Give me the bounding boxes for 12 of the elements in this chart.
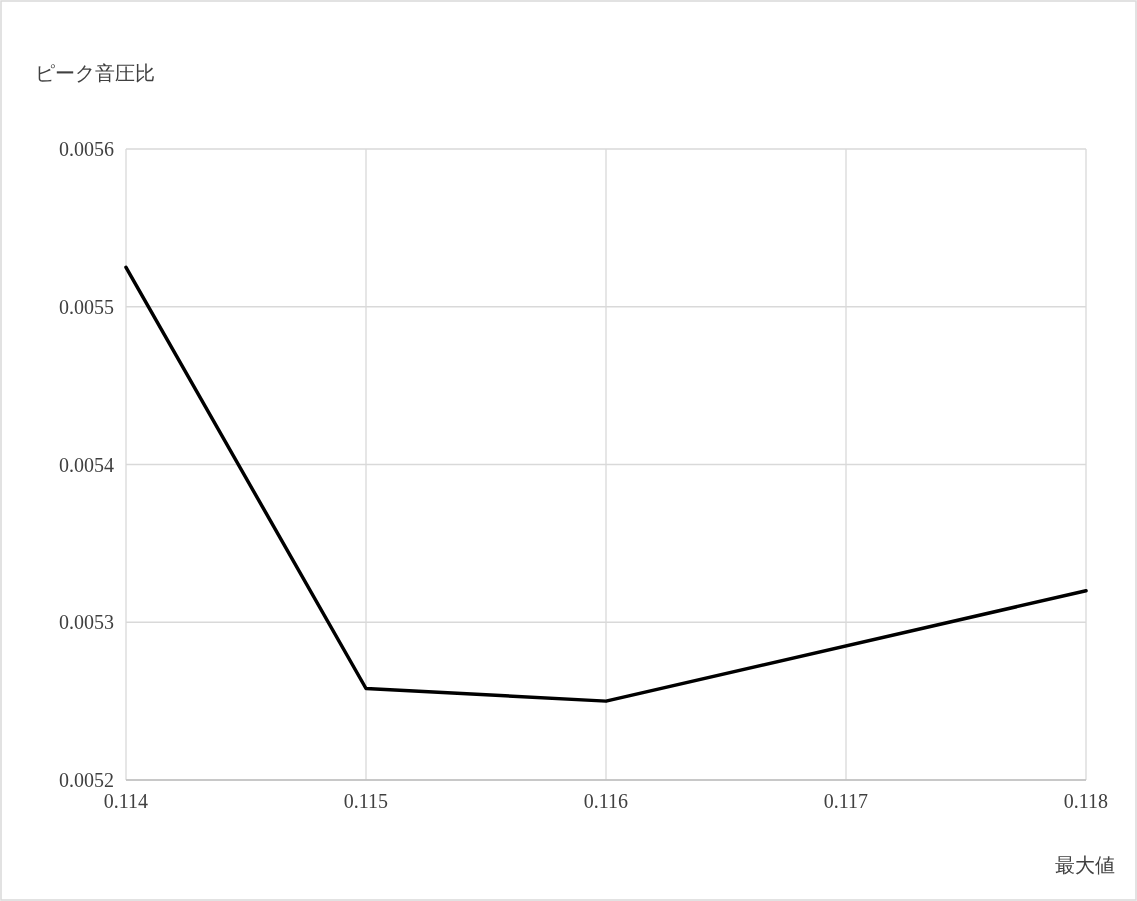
y-tick-label: 0.0053 [59, 611, 114, 634]
x-tick-label: 0.117 [823, 790, 869, 812]
x-tick-label: 0.116 [583, 790, 629, 812]
x-axis-title: 最大値 [1055, 854, 1115, 876]
y-tick-label: 0.0052 [59, 769, 114, 791]
x-tick-label: 0.115 [343, 790, 389, 812]
y-tick-label: 0.0054 [59, 453, 114, 476]
y-tick-label: 0.0055 [59, 295, 114, 318]
x-tick-label: 0.114 [103, 790, 149, 812]
x-tick-label: 0.118 [1063, 790, 1109, 812]
y-axis-title: ピーク音圧比 [35, 62, 155, 84]
y-tick-label: 0.0056 [59, 138, 114, 160]
